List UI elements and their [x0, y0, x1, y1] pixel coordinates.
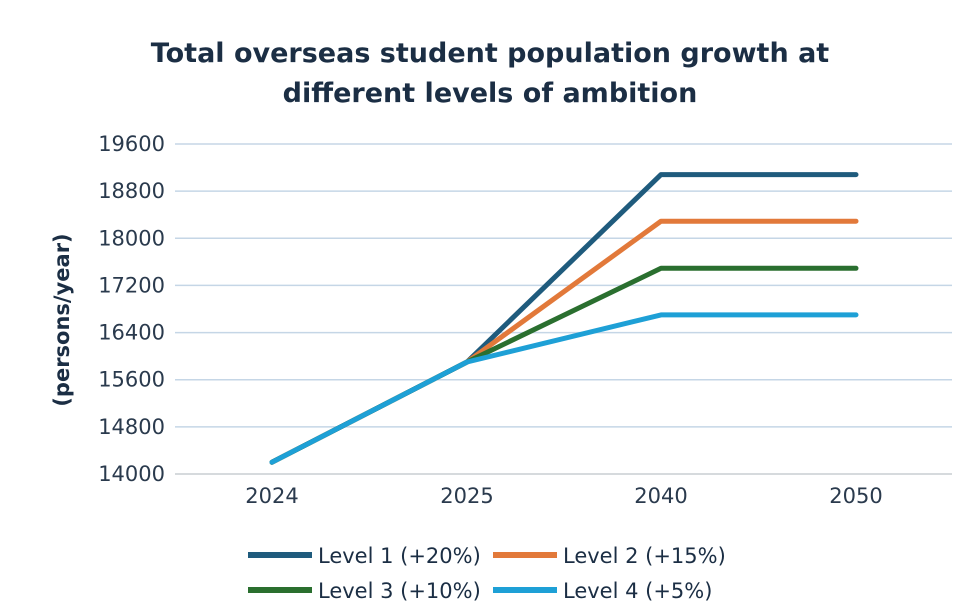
series-line — [269, 265, 859, 465]
y-tick-label: 14800 — [98, 415, 165, 439]
y-tick-label: 19600 — [98, 132, 165, 156]
y-tick-label: 18000 — [98, 226, 165, 250]
legend-label: Level 3 (+10%) — [318, 579, 481, 603]
x-tick-label: 2040 — [634, 484, 687, 508]
grid-lines — [175, 143, 952, 475]
legend-label: Level 2 (+15%) — [563, 544, 726, 568]
x-tick-label: 2025 — [440, 484, 493, 508]
chart-title-line-2: different levels of ambition — [282, 78, 698, 109]
chart-title: Total overseas student population growth… — [90, 34, 890, 114]
series-line — [269, 218, 859, 465]
legend: Level 1 (+20%) Level 2 (+15%) Level 3 (+10… — [248, 544, 726, 603]
y-axis-ticks: 14000 14800 15600 16400 17200 18000 18800 19600 — [98, 132, 165, 486]
y-tick-label: 16400 — [98, 321, 165, 345]
series-lines — [269, 172, 859, 465]
x-tick-label: 2024 — [245, 484, 298, 508]
y-tick-label: 18800 — [98, 179, 165, 203]
y-tick-label: 17200 — [98, 273, 165, 297]
x-axis-ticks: 2024 2025 2040 2050 — [245, 484, 882, 508]
legend-label: Level 1 (+20%) — [318, 544, 481, 568]
legend-label: Level 4 (+5%) — [563, 579, 712, 603]
y-axis-label: (persons/year) — [50, 233, 74, 406]
chart-title-line-1: Total overseas student population growth… — [150, 38, 830, 69]
y-tick-label: 14000 — [98, 462, 165, 486]
y-tick-label: 15600 — [98, 368, 165, 392]
series-line — [269, 312, 859, 465]
x-tick-label: 2050 — [829, 484, 882, 508]
